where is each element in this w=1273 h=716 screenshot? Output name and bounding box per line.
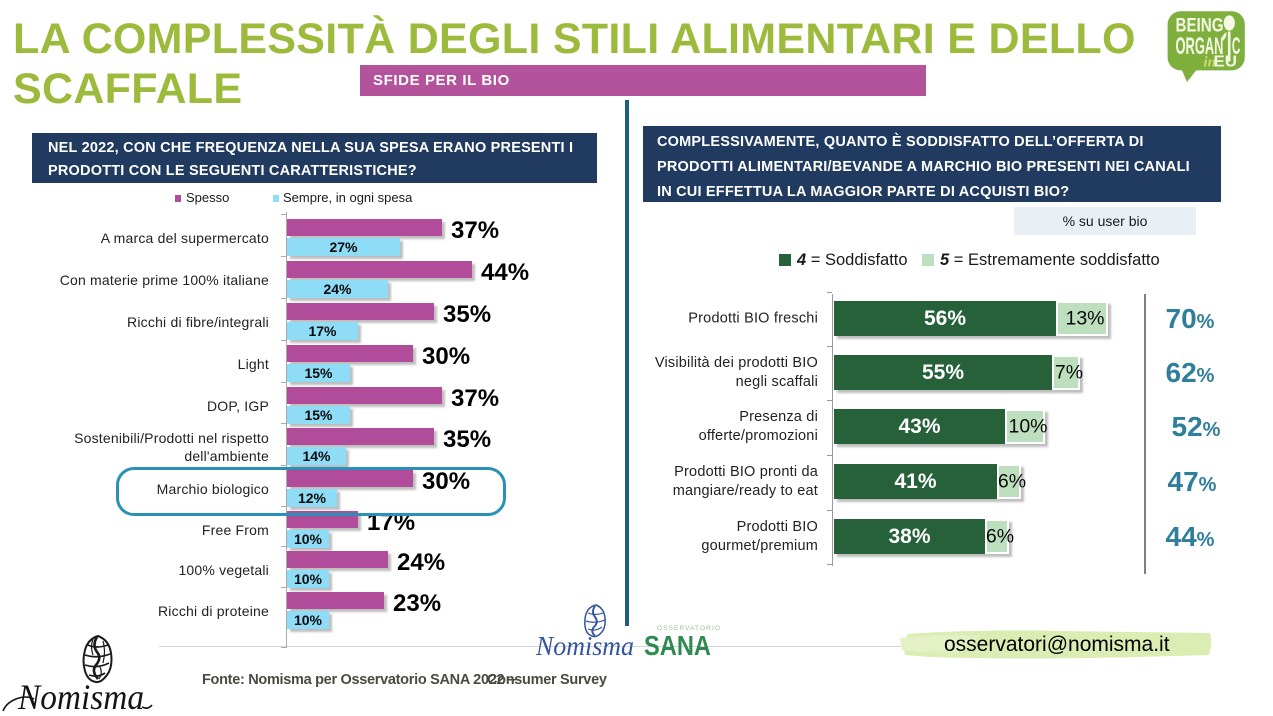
svg-text:ORGAN: ORGAN bbox=[1176, 33, 1224, 60]
svg-text:EU: EU bbox=[1214, 54, 1238, 71]
svg-text:SANA: SANA bbox=[644, 630, 711, 660]
svg-text:BEING: BEING bbox=[1176, 16, 1224, 37]
svg-text:in: in bbox=[1204, 55, 1217, 71]
svg-text:Nomisma: Nomisma bbox=[17, 677, 144, 716]
svg-text:C: C bbox=[1232, 33, 1241, 60]
svg-text:Nomisma: Nomisma bbox=[535, 631, 634, 660]
svg-text:OSSERVATORIO: OSSERVATORIO bbox=[657, 625, 721, 632]
